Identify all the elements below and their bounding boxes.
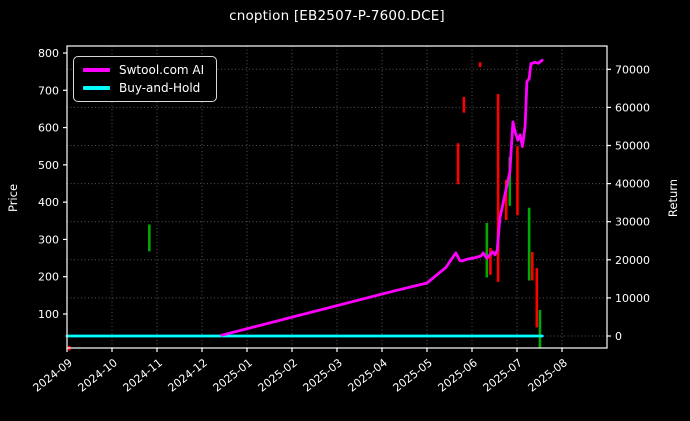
svg-text:0: 0 — [615, 330, 622, 343]
svg-text:500: 500 — [38, 159, 59, 172]
ai-line-swatch — [83, 68, 110, 72]
legend-item-ai: Swtool.com AI — [83, 63, 204, 77]
legend: Swtool.com AI Buy-and-Hold — [73, 56, 218, 102]
svg-text:40000: 40000 — [615, 178, 650, 191]
svg-text:70000: 70000 — [615, 63, 650, 76]
legend-item-buyhold: Buy-and-Hold — [83, 81, 204, 95]
svg-text:200: 200 — [38, 271, 59, 284]
svg-text:30000: 30000 — [615, 216, 650, 229]
chart-title: cnoption [EB2507-P-7600.DCE] — [229, 8, 445, 24]
legend-label-buyhold: Buy-and-Hold — [119, 81, 201, 95]
svg-text:60000: 60000 — [615, 101, 650, 114]
legend-label-ai: Swtool.com AI — [119, 63, 205, 77]
svg-text:10000: 10000 — [615, 292, 650, 305]
svg-text:600: 600 — [38, 122, 59, 135]
y-left-axis-label: Price — [6, 183, 20, 213]
svg-text:100: 100 — [38, 308, 59, 321]
svg-text:20000: 20000 — [615, 254, 650, 267]
y-right-axis-label: Return — [666, 178, 680, 218]
svg-text:50000: 50000 — [615, 140, 650, 153]
svg-text:400: 400 — [38, 196, 59, 209]
svg-text:700: 700 — [38, 84, 59, 97]
svg-text:300: 300 — [38, 233, 59, 246]
buyhold-line-swatch — [83, 86, 110, 90]
svg-text:800: 800 — [38, 47, 59, 60]
